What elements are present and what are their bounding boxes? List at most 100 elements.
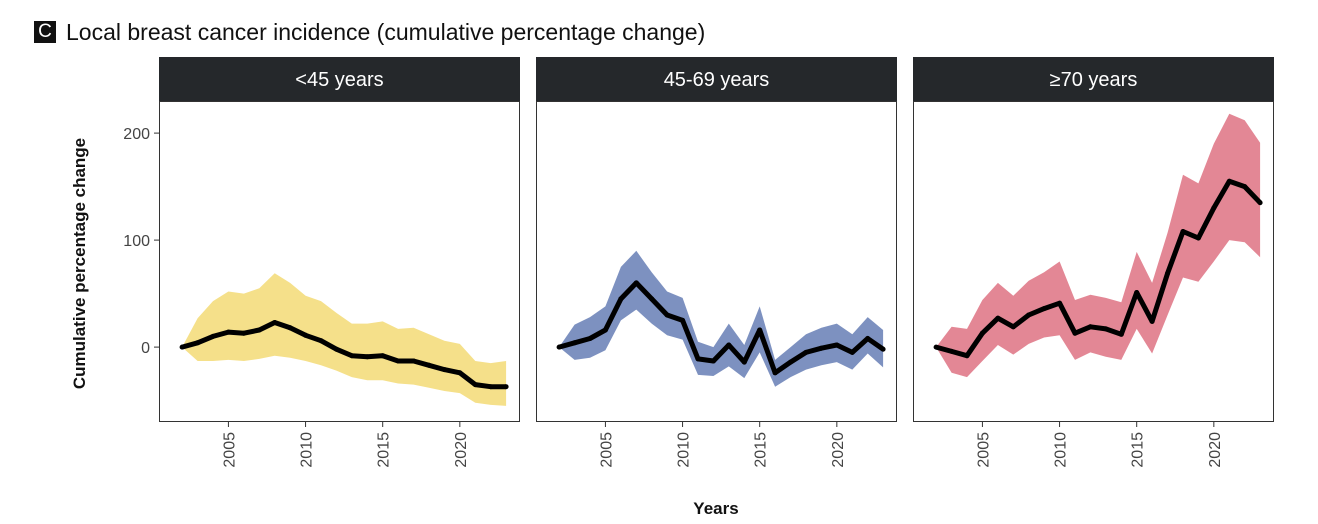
data-point — [865, 336, 871, 341]
data-point — [772, 370, 778, 376]
data-point — [225, 329, 231, 335]
data-point — [710, 358, 716, 364]
data-point — [1165, 270, 1171, 276]
facet-strip — [913, 57, 1274, 101]
x-tick-label: 2020 — [830, 432, 847, 468]
confidence-band — [936, 113, 1261, 378]
estimate-line — [935, 178, 1262, 359]
x-tick-label: 2020 — [453, 432, 470, 468]
data-point — [849, 349, 855, 355]
facet-strip — [159, 57, 520, 101]
data-point — [1180, 229, 1186, 234]
facet-strip-label: ≥70 years — [1050, 69, 1138, 91]
data-point — [1118, 331, 1124, 337]
data-point — [1026, 312, 1032, 318]
data-point — [664, 312, 670, 318]
facet-panel-2: ≥70 years 2005 2010 2015 2020 — [913, 57, 1274, 468]
data-point — [556, 344, 562, 350]
x-tick-label: 2020 — [1207, 432, 1224, 468]
data-point — [472, 382, 478, 388]
data-point — [602, 327, 608, 333]
data-point — [572, 340, 578, 346]
data-point — [1149, 318, 1155, 324]
confidence-band — [182, 273, 507, 406]
y-tick-label: 200 — [123, 126, 150, 143]
data-point — [726, 342, 732, 348]
data-point — [380, 353, 386, 359]
figure-title: C Local breast cancer incidence (cumulat… — [34, 18, 705, 46]
data-point — [195, 340, 201, 346]
data-point — [741, 359, 747, 365]
data-point — [457, 370, 463, 376]
data-point — [441, 367, 447, 373]
x-tick-label: 2005 — [598, 432, 615, 468]
data-point — [488, 384, 494, 390]
data-point — [210, 333, 216, 339]
data-point — [1226, 178, 1232, 184]
data-point — [587, 336, 593, 341]
data-point — [503, 384, 509, 390]
facet-panel-1: 45-69 years 2005 2010 2015 2020 — [536, 57, 897, 468]
data-point — [818, 345, 824, 351]
x-tick-label: 2010 — [676, 432, 693, 468]
data-point — [411, 358, 417, 364]
data-point — [1195, 235, 1201, 241]
data-point — [880, 346, 886, 352]
chart-title: Local breast cancer incidence (cumulativ… — [66, 18, 706, 45]
data-point — [241, 330, 247, 336]
data-point — [788, 359, 794, 365]
data-point — [649, 296, 655, 302]
data-point — [364, 354, 370, 360]
data-point — [1057, 300, 1063, 306]
data-point — [287, 325, 293, 331]
data-point — [633, 280, 639, 286]
x-tick-label: 2015 — [753, 432, 770, 468]
data-point — [695, 356, 701, 362]
data-point — [1041, 306, 1047, 312]
data-point — [964, 353, 970, 359]
facet-strip-label: <45 years — [295, 69, 383, 91]
data-point — [395, 358, 401, 364]
data-point — [979, 330, 985, 336]
data-point — [803, 349, 809, 355]
x-tick-label: 2010 — [299, 432, 316, 468]
panel-letter-badge: C — [34, 21, 56, 43]
x-tick-label: 2010 — [1053, 432, 1070, 468]
data-point — [303, 332, 309, 338]
data-point — [680, 317, 686, 323]
y-tick-label: 100 — [123, 233, 150, 250]
data-point — [1242, 184, 1248, 190]
estimate-line — [558, 280, 885, 376]
x-tick-label: 2015 — [376, 432, 393, 468]
x-tick-label: 2005 — [221, 432, 238, 468]
data-point — [256, 327, 262, 333]
data-point — [1103, 326, 1109, 332]
data-point — [1134, 290, 1140, 295]
data-point — [272, 320, 278, 325]
data-point — [618, 296, 624, 302]
y-tick-label: 0 — [141, 340, 150, 357]
data-point — [834, 342, 840, 348]
x-axis-title: Years — [693, 499, 738, 518]
data-point — [426, 362, 432, 368]
y-axis-title: Cumulative percentage change — [70, 138, 89, 389]
data-point — [933, 344, 939, 350]
facet-strip — [536, 57, 897, 101]
facet-panel-0: <45 years 2005 2010 2015 2020 — [159, 57, 520, 468]
x-tick-label: 2015 — [1130, 432, 1147, 468]
data-point — [757, 327, 763, 333]
data-point — [949, 348, 955, 354]
x-tick-label: 2005 — [975, 432, 992, 468]
data-point — [349, 353, 355, 359]
data-point — [1211, 205, 1217, 211]
data-point — [1010, 324, 1016, 330]
data-point — [179, 344, 185, 350]
data-point — [318, 338, 324, 344]
facet-strip-label: 45-69 years — [664, 69, 770, 91]
data-point — [1072, 330, 1078, 336]
data-point — [333, 346, 339, 352]
data-point — [995, 315, 1001, 321]
data-point — [1087, 324, 1093, 330]
estimate-line — [181, 320, 507, 390]
